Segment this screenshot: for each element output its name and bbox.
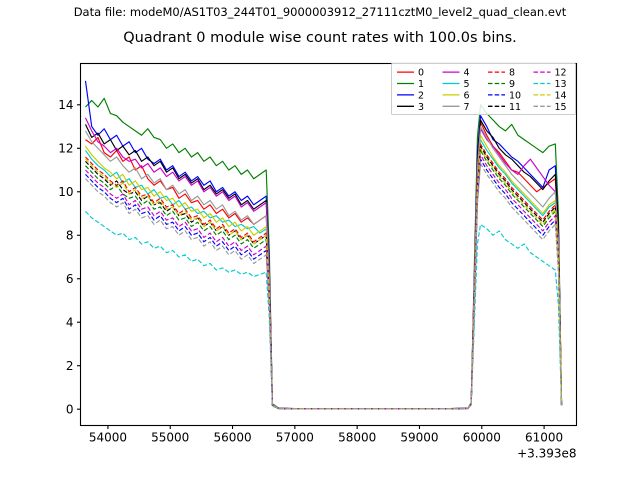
ytick-label: 6 bbox=[66, 272, 74, 286]
legend-label-15: 15 bbox=[555, 102, 567, 113]
ytick-label: 0 bbox=[66, 402, 74, 416]
legend-label-11: 11 bbox=[509, 102, 521, 113]
series-line-5 bbox=[85, 139, 563, 410]
legend-label-6: 6 bbox=[464, 91, 470, 102]
xtick-label: 59000 bbox=[400, 431, 438, 445]
axes-spines bbox=[79, 62, 578, 427]
series-line-10 bbox=[85, 158, 563, 410]
legend-label-9: 9 bbox=[509, 79, 515, 90]
legend-label-0: 0 bbox=[418, 68, 424, 79]
series-line-13 bbox=[85, 210, 563, 410]
series-line-6 bbox=[85, 134, 563, 410]
series-line-14 bbox=[85, 147, 563, 410]
legend-label-1: 1 bbox=[418, 79, 424, 90]
xtick-label: 54000 bbox=[89, 431, 127, 445]
series-line-15 bbox=[85, 162, 563, 410]
series-line-9 bbox=[85, 149, 563, 410]
ytick-label: 4 bbox=[66, 315, 74, 329]
series-line-1 bbox=[85, 97, 563, 410]
ytick-label: 12 bbox=[58, 141, 73, 155]
legend-label-10: 10 bbox=[509, 91, 521, 102]
xtick-label: 57000 bbox=[276, 431, 314, 445]
xtick-label: 55000 bbox=[151, 431, 189, 445]
legend-label-2: 2 bbox=[418, 91, 424, 102]
series-line-11 bbox=[85, 145, 563, 410]
series-line-7 bbox=[84, 125, 563, 410]
ytick-label: 8 bbox=[66, 228, 74, 242]
legend-label-14: 14 bbox=[555, 91, 567, 102]
series-line-4 bbox=[84, 117, 563, 410]
xaxis-offset-text: +3.393e8 bbox=[517, 447, 576, 461]
ytick-label: 10 bbox=[58, 185, 73, 199]
axes-title: Quadrant 0 module wise count rates with … bbox=[123, 30, 517, 46]
xtick-label: 61000 bbox=[525, 431, 563, 445]
axes-group bbox=[79, 62, 578, 427]
ticks-group: 54000 55000 56000 57000 58000 59000 60000 61000… bbox=[58, 98, 576, 460]
legend-label-7: 7 bbox=[464, 102, 470, 113]
series-line-8 bbox=[85, 143, 563, 410]
ytick-label: 2 bbox=[66, 359, 74, 373]
series-line-12 bbox=[85, 154, 563, 410]
legend-label-13: 13 bbox=[555, 79, 567, 90]
xtick-label: 56000 bbox=[213, 431, 251, 445]
legend-label-4: 4 bbox=[464, 68, 470, 79]
xtick-label: 58000 bbox=[338, 431, 376, 445]
data-lines-group bbox=[84, 80, 563, 410]
xtick-label: 60000 bbox=[463, 431, 501, 445]
legend-label-5: 5 bbox=[464, 79, 470, 90]
legend-label-3: 3 bbox=[418, 102, 424, 113]
series-line-2 bbox=[84, 80, 563, 410]
ytick-label: 14 bbox=[58, 98, 73, 112]
legend-label-8: 8 bbox=[509, 68, 515, 79]
figure-suptitle: Data file: modeM0/AS1T03_244T01_90000039… bbox=[73, 5, 567, 19]
series-line-3 bbox=[84, 119, 563, 410]
legend-frame bbox=[391, 63, 576, 115]
legend-label-12: 12 bbox=[555, 68, 567, 79]
